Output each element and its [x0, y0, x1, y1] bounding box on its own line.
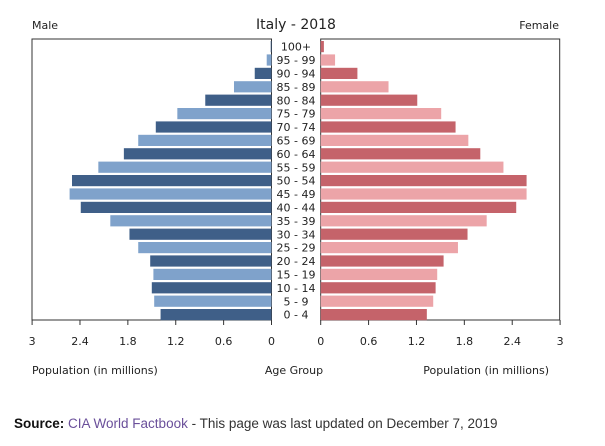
female-bar-35-39	[320, 215, 487, 227]
male-bar-85-89	[233, 81, 272, 93]
age-group-tick: 65 - 69	[277, 135, 316, 148]
age-group-tick: 5 - 9	[284, 295, 309, 308]
source-label: Source:	[14, 416, 65, 431]
male-bar-0-4	[160, 309, 272, 321]
female-tick-label: 0	[317, 335, 324, 348]
male-bar-10-14	[151, 282, 272, 294]
female-bar-0-4	[320, 309, 427, 321]
last-updated-text: - This page was last updated on December…	[187, 416, 498, 431]
female-tick-label: 1.2	[408, 335, 426, 348]
male-tick-label: 2.4	[71, 335, 89, 348]
age-group-tick: 25 - 29	[277, 242, 316, 255]
female-bar-50-54	[320, 175, 527, 187]
age-group-tick: 55 - 59	[277, 161, 316, 174]
male-label: Male	[32, 19, 58, 32]
male-bar-75-79	[177, 108, 272, 120]
age-group-tick: 90 - 94	[277, 68, 316, 81]
male-tick-label: 0.6	[215, 335, 233, 348]
age-group-tick: 70 - 74	[277, 121, 316, 134]
male-bar-15-19	[153, 268, 272, 280]
age-group-tick: 80 - 84	[277, 94, 316, 107]
age-group-tick: 45 - 49	[277, 188, 316, 201]
age-group-tick: 60 - 64	[277, 148, 316, 161]
female-tick-label: 0.6	[360, 335, 378, 348]
male-tick-label: 1.2	[167, 335, 185, 348]
female-bar-90-94	[320, 67, 358, 79]
male-bar-35-39	[110, 215, 272, 227]
male-bar-50-54	[72, 175, 272, 187]
female-bar-95-99	[320, 54, 336, 66]
male-tick-label: 1.8	[119, 335, 137, 348]
female-bar-20-24	[320, 255, 444, 267]
source-line: Source: CIA World Factbook - This page w…	[14, 416, 498, 431]
female-bar-10-14	[320, 282, 436, 294]
female-bar-40-44	[320, 201, 517, 213]
male-bar-60-64	[123, 148, 272, 160]
male-bar-5-9	[154, 295, 272, 307]
female-bar-65-69	[320, 134, 469, 146]
male-bar-25-29	[138, 242, 272, 254]
female-bar-25-29	[320, 242, 458, 254]
chart-title: Italy - 2018	[256, 17, 336, 33]
male-tick-label: 3	[29, 335, 36, 348]
age-group-tick: 35 - 39	[277, 215, 316, 228]
female-bar-100+	[320, 41, 324, 53]
male-bar-70-74	[155, 121, 272, 133]
age-group-tick: 0 - 4	[284, 309, 309, 322]
female-bar-15-19	[320, 268, 438, 280]
female-bar-70-74	[320, 121, 456, 133]
age-group-tick: 15 - 19	[277, 269, 316, 282]
female-bar-85-89	[320, 81, 389, 93]
female-bar-80-84	[320, 94, 418, 106]
age-group-tick: 20 - 24	[277, 255, 316, 268]
female-bar-60-64	[320, 148, 481, 160]
male-tick-label: 0	[268, 335, 275, 348]
age-group-tick: 40 - 44	[277, 202, 316, 215]
female-bar-45-49	[320, 188, 527, 200]
male-bar-80-84	[205, 94, 272, 106]
age-group-tick: 75 - 79	[277, 108, 316, 121]
male-bar-55-59	[98, 161, 272, 173]
female-label: Female	[519, 19, 559, 32]
female-x-axis-label: Population (in millions)	[423, 364, 549, 377]
female-tick-label: 1.8	[456, 335, 474, 348]
cia-factbook-link[interactable]: CIA World Factbook	[68, 416, 188, 431]
age-group-tick: 95 - 99	[277, 54, 316, 67]
age-group-tick: 30 - 34	[277, 228, 316, 241]
female-bar-5-9	[320, 295, 434, 307]
female-bar-75-79	[320, 108, 442, 120]
age-group-tick: 10 - 14	[277, 282, 316, 295]
male-bar-90-94	[254, 67, 272, 79]
male-bar-45-49	[69, 188, 272, 200]
male-bar-100+	[270, 41, 272, 53]
age-group-label: Age Group	[265, 364, 323, 377]
female-tick-label: 3	[557, 335, 564, 348]
male-bar-20-24	[150, 255, 272, 267]
female-tick-label: 2.4	[503, 335, 521, 348]
age-group-tick: 100+	[281, 41, 311, 54]
male-bar-40-44	[80, 201, 272, 213]
male-x-axis-label: Population (in millions)	[32, 364, 158, 377]
male-bar-30-34	[129, 228, 272, 240]
male-bar-65-69	[138, 134, 272, 146]
age-group-tick: 50 - 54	[277, 175, 316, 188]
male-bar-95-99	[266, 54, 272, 66]
age-group-tick: 85 - 89	[277, 81, 316, 94]
female-bar-30-34	[320, 228, 468, 240]
female-bar-55-59	[320, 161, 504, 173]
